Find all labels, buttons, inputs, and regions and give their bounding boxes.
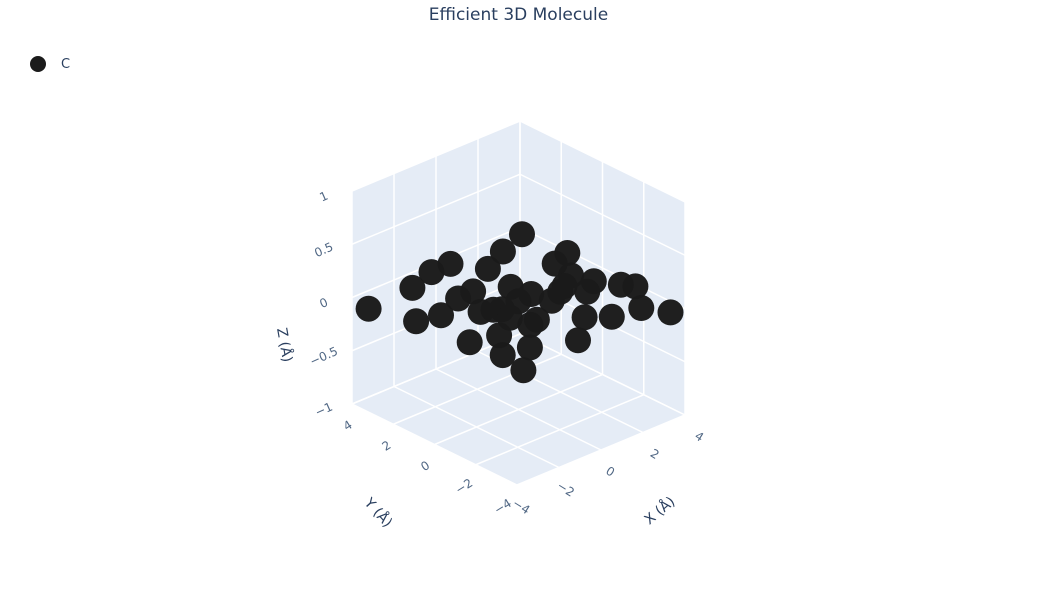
atom-c-2 xyxy=(456,329,483,356)
x-tick-label: 2 xyxy=(648,446,662,462)
atom-c-8 xyxy=(516,334,543,361)
x-axis-title: X (Å) xyxy=(641,493,678,528)
atom-c-4 xyxy=(510,357,537,384)
atom-c-3 xyxy=(489,342,516,369)
y-tick-label: 4 xyxy=(341,418,355,434)
atom-c-13 xyxy=(565,327,591,354)
atom-c-20 xyxy=(489,238,516,265)
atom-c-39 xyxy=(538,287,565,314)
atom-c-18 xyxy=(598,303,625,330)
atom-c-23 xyxy=(628,295,655,321)
atom-c-30 xyxy=(467,298,494,325)
atom-c-0 xyxy=(355,295,382,322)
z-tick-label: −0.5 xyxy=(308,344,340,369)
floor-gridline-y xyxy=(434,373,603,446)
side-gridline-z xyxy=(519,120,686,203)
atom-c-38 xyxy=(474,255,501,282)
floor-gridline-y xyxy=(516,414,686,486)
atom-c-7 xyxy=(486,322,513,349)
x-tick-label: −2 xyxy=(555,478,577,499)
atom-c-29 xyxy=(428,302,454,329)
atom-c-19 xyxy=(574,278,601,305)
side-gridline-z xyxy=(519,173,686,256)
floor-gridline-y xyxy=(475,394,645,466)
y-tick-label: −4 xyxy=(492,496,514,517)
x-tick-label: −4 xyxy=(510,496,532,517)
x-tick-label: 0 xyxy=(603,464,617,480)
legend[interactable]: C xyxy=(30,56,70,72)
atom-c-25 xyxy=(509,221,535,248)
atom-c-10 xyxy=(418,259,445,286)
atom-c-14 xyxy=(571,304,598,331)
atom-c-24 xyxy=(622,273,649,300)
atom-c-6 xyxy=(445,285,472,312)
y-tick-label: 2 xyxy=(380,438,394,454)
legend-label-c: C xyxy=(61,56,71,72)
z-tick-label: 0.5 xyxy=(312,240,335,261)
atom-c-1 xyxy=(403,308,430,335)
atom-c-5 xyxy=(399,274,426,301)
x-tick-label: 4 xyxy=(692,429,706,445)
side-gridline-z xyxy=(519,226,686,310)
z-tick-label: −1 xyxy=(313,400,335,420)
back-gridline-z xyxy=(351,120,521,192)
atom-c-28 xyxy=(657,299,684,326)
z-tick-label: 1 xyxy=(317,189,330,205)
y-tick-label: −2 xyxy=(453,476,475,497)
z-axis-title: Z (Å) xyxy=(273,326,296,363)
chart-title: Efficient 3D Molecule xyxy=(428,5,609,25)
y-tick-label: 0 xyxy=(418,458,432,474)
legend-marker-c xyxy=(30,56,46,72)
back-gridline-z xyxy=(351,173,521,245)
y-axis-title: Y (Å) xyxy=(360,494,396,531)
atom-c-9 xyxy=(517,311,544,338)
z-tick-label: 0 xyxy=(317,295,330,311)
side-gridline-z xyxy=(519,333,686,416)
